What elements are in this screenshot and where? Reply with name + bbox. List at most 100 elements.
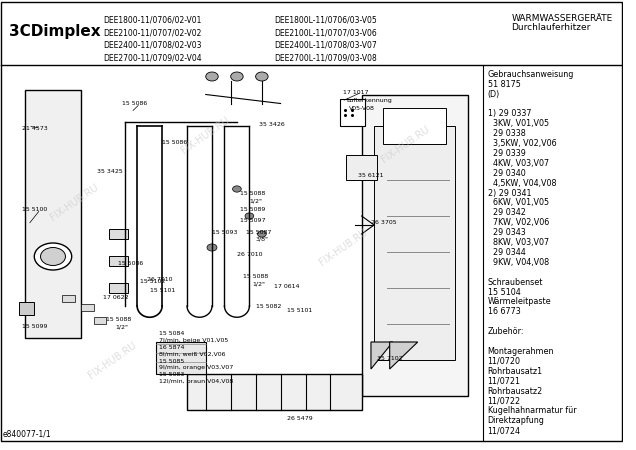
Text: Direktzapfung: Direktzapfung [488, 416, 544, 425]
Text: Rohrbausatz2: Rohrbausatz2 [488, 387, 543, 396]
Text: 17 0614: 17 0614 [274, 284, 300, 288]
Text: 15 5097: 15 5097 [240, 218, 266, 223]
Circle shape [233, 186, 241, 192]
Circle shape [34, 243, 72, 270]
Text: Rohrbausatz1: Rohrbausatz1 [488, 367, 543, 376]
Text: 35 3425: 35 3425 [97, 169, 122, 174]
Text: Schraubenset: Schraubenset [488, 278, 543, 287]
FancyBboxPatch shape [18, 302, 34, 315]
Text: Montagerahmen: Montagerahmen [488, 347, 554, 356]
Text: (D): (D) [488, 90, 500, 99]
Text: FIX-HUB.RU: FIX-HUB.RU [49, 182, 100, 223]
Text: 11/0724: 11/0724 [488, 426, 520, 435]
Text: DEE2400L-11/0708/03-V07: DEE2400L-11/0708/03-V07 [274, 41, 377, 50]
Text: FIX-HUB.RU: FIX-HUB.RU [180, 115, 232, 155]
FancyBboxPatch shape [25, 90, 81, 338]
FancyBboxPatch shape [384, 108, 446, 144]
Text: 8l/min, weiß V02,V06: 8l/min, weiß V02,V06 [159, 352, 226, 357]
Text: 16 5874: 16 5874 [159, 345, 184, 350]
Text: 15 5100: 15 5100 [22, 207, 47, 212]
Text: FIX-HUB.RU: FIX-HUB.RU [86, 340, 138, 380]
Text: 26 5479: 26 5479 [287, 416, 312, 421]
Text: 17 1017: 17 1017 [343, 90, 368, 95]
Bar [109, 283, 128, 293]
Text: 15 5085: 15 5085 [159, 359, 184, 364]
Text: 15 5087: 15 5087 [246, 230, 272, 234]
Text: 2) 29 0341: 2) 29 0341 [488, 189, 531, 198]
Text: 1/2": 1/2" [252, 281, 265, 286]
Text: 15 5082: 15 5082 [256, 304, 281, 309]
Text: 26 7010: 26 7010 [146, 277, 172, 282]
Text: V05-V08: V05-V08 [349, 106, 375, 111]
Text: 15 5088: 15 5088 [106, 317, 131, 322]
Text: 9l/min, orange V03,V07: 9l/min, orange V03,V07 [159, 365, 233, 370]
Text: 15 5101: 15 5101 [287, 308, 312, 313]
FancyBboxPatch shape [374, 126, 455, 360]
Text: 29 0339: 29 0339 [492, 149, 525, 158]
Circle shape [231, 72, 243, 81]
Circle shape [245, 213, 254, 219]
Bar [346, 155, 377, 180]
Text: 8KW, V03,V07: 8KW, V03,V07 [492, 238, 549, 247]
Text: 1) 29 0337: 1) 29 0337 [488, 109, 531, 118]
Text: 29 0338: 29 0338 [492, 129, 525, 138]
Text: 29 0344: 29 0344 [492, 248, 525, 257]
Text: 15 5086: 15 5086 [118, 261, 144, 266]
Text: 3KW, V01,V05: 3KW, V01,V05 [492, 119, 549, 128]
Text: 29 0340: 29 0340 [492, 169, 525, 178]
Text: 15 5093: 15 5093 [212, 230, 237, 234]
Circle shape [205, 72, 218, 81]
Text: 11/0721: 11/0721 [488, 377, 520, 386]
Circle shape [258, 231, 266, 237]
Text: 4KW, V03,V07: 4KW, V03,V07 [492, 159, 549, 168]
Text: 15 5102: 15 5102 [141, 279, 165, 284]
Text: 29 0342: 29 0342 [492, 208, 525, 217]
Bar [81, 304, 93, 310]
Text: 16 6773: 16 6773 [488, 307, 520, 316]
Polygon shape [390, 342, 418, 369]
Text: DEE2700L-11/0709/03-V08: DEE2700L-11/0709/03-V08 [274, 54, 377, 63]
Text: 9KW, V04,V08: 9KW, V04,V08 [492, 258, 549, 267]
Text: DEE1800-11/0706/02-V01: DEE1800-11/0706/02-V01 [103, 16, 201, 25]
Text: 1/2": 1/2" [115, 325, 128, 330]
Circle shape [207, 244, 217, 251]
FancyBboxPatch shape [340, 99, 364, 126]
Text: 35 7102: 35 7102 [377, 356, 403, 360]
Text: 21 4573: 21 4573 [22, 126, 48, 131]
Text: 17 0622: 17 0622 [103, 295, 128, 300]
Text: Durchlauferhitzer: Durchlauferhitzer [511, 23, 591, 32]
Bar [109, 256, 128, 266]
Text: Wärmeleitpaste: Wärmeleitpaste [488, 297, 551, 306]
Text: 6KW, V01,V05: 6KW, V01,V05 [492, 198, 549, 207]
Text: 26 7010: 26 7010 [237, 252, 263, 257]
Text: WARMWASSERGERÄTE: WARMWASSERGERÄTE [511, 14, 612, 23]
Text: 15 5083: 15 5083 [159, 372, 184, 377]
Text: 7l/min, beige V01,V05: 7l/min, beige V01,V05 [159, 338, 228, 343]
Text: FIX-HUB.RU: FIX-HUB.RU [379, 124, 431, 164]
Text: 26 3705: 26 3705 [371, 220, 397, 225]
Text: Lufterkennung: Lufterkennung [346, 98, 392, 103]
Text: 15 5086: 15 5086 [162, 140, 188, 144]
Text: 15 5086: 15 5086 [121, 101, 147, 106]
Bar [109, 229, 128, 239]
Text: 12l/min, braun V04,V08: 12l/min, braun V04,V08 [159, 379, 233, 384]
Circle shape [41, 248, 66, 266]
Bar [62, 295, 75, 302]
Text: 15 5104: 15 5104 [488, 288, 520, 297]
Text: 51 8175: 51 8175 [488, 80, 520, 89]
Text: 15 5088: 15 5088 [240, 191, 265, 196]
Text: 1/2": 1/2" [249, 199, 263, 204]
Text: DEE2400-11/0708/02-V03: DEE2400-11/0708/02-V03 [103, 41, 202, 50]
Text: DEE1800L-11/0706/03-V05: DEE1800L-11/0706/03-V05 [274, 16, 377, 25]
Text: 4,5KW, V04,V08: 4,5KW, V04,V08 [492, 179, 556, 188]
Polygon shape [371, 342, 393, 369]
Text: 11/0720: 11/0720 [488, 357, 520, 366]
Text: 35 3426: 35 3426 [259, 122, 284, 126]
Text: FIX-HUB.RU: FIX-HUB.RU [317, 227, 369, 268]
FancyBboxPatch shape [362, 94, 467, 396]
Text: Gebrauchsanweisung: Gebrauchsanweisung [488, 70, 574, 79]
Circle shape [256, 72, 268, 81]
Text: 29 0343: 29 0343 [492, 228, 525, 237]
Text: e840077-1/1: e840077-1/1 [3, 430, 52, 439]
Text: 3/8": 3/8" [256, 237, 268, 242]
